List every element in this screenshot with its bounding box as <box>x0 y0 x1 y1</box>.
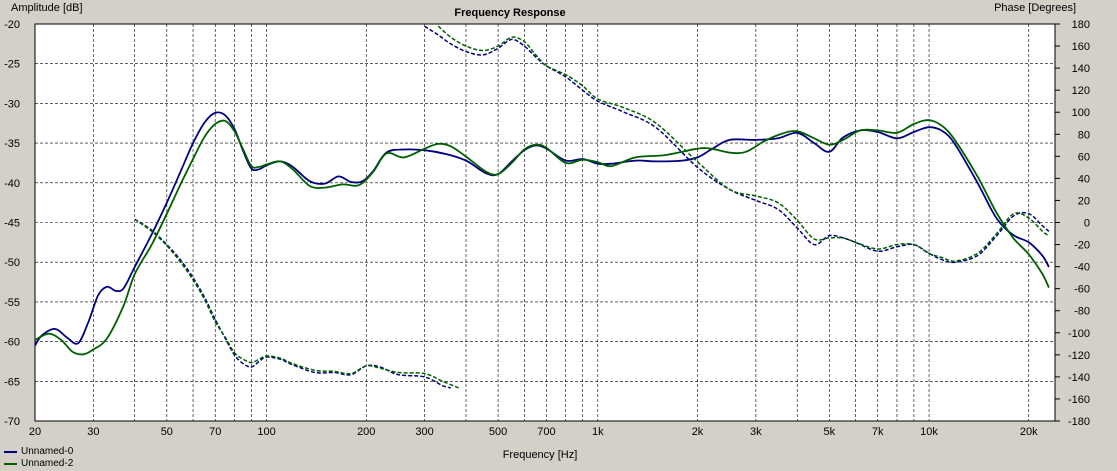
y-right-tick-label: 60 <box>1078 151 1090 163</box>
y-right-tick-label: 100 <box>1072 107 1090 119</box>
y-left-tick-label: -65 <box>4 376 20 388</box>
y-right-tick-label: -60 <box>1074 284 1090 296</box>
y-right-tick-label: -160 <box>1068 394 1090 406</box>
y-right-tick-label: 160 <box>1072 41 1090 53</box>
y-left-tick-label: -35 <box>4 138 20 150</box>
x-tick-label: 5k <box>824 426 836 438</box>
y-right-tick-label: -20 <box>1074 240 1090 252</box>
legend: Unnamed-0 Unnamed-2 <box>4 446 73 470</box>
y-left-tick-label: -30 <box>4 98 20 110</box>
x-tick-label: 70 <box>209 426 221 438</box>
chart-title: Frequency Response <box>454 7 565 19</box>
y-right-tick-label: 0 <box>1084 218 1090 230</box>
y-left-tick-label: -50 <box>4 257 20 269</box>
y-left-tick-label: -45 <box>4 218 20 230</box>
y-right-tick-label: -100 <box>1068 328 1090 340</box>
y-right-tick-label: -40 <box>1074 262 1090 274</box>
y-left-axis-title: Amplitude [dB] <box>11 2 83 14</box>
x-tick-label: 700 <box>537 426 555 438</box>
y-left-tick-label: -55 <box>4 297 20 309</box>
legend-item-unnamed-2: Unnamed-2 <box>4 458 73 470</box>
phase-line-high-unnamed-0 <box>424 25 1050 264</box>
y-left-tick-label: -40 <box>4 178 20 190</box>
phase-line-low-unnamed-0 <box>134 218 452 389</box>
legend-item-unnamed-0: Unnamed-0 <box>4 446 73 458</box>
y-right-tick-label: 120 <box>1072 85 1090 97</box>
y-left-tick-label: -60 <box>4 337 20 349</box>
y-right-tick-label: 180 <box>1072 19 1090 31</box>
y-left-tick-label: -70 <box>4 416 20 428</box>
x-tick-label: 300 <box>415 426 433 438</box>
grid <box>35 24 1055 421</box>
y-right-tick-label: 140 <box>1072 63 1090 75</box>
x-tick-label: 3k <box>750 426 762 438</box>
tick-labels: 20 30 50 70 100 200 300 500 700 1k 2k 3k 5k 7k 10k 20k-… <box>4 19 1090 438</box>
y-left-tick-label: -20 <box>4 19 20 31</box>
x-tick-label: 200 <box>357 426 375 438</box>
y-right-tick-label: -140 <box>1068 372 1090 384</box>
amplitude-line-unnamed-2 <box>34 119 1050 356</box>
x-tick-label: 20 <box>29 426 41 438</box>
x-tick-label: 20k <box>1020 426 1038 438</box>
legend-swatch-unnamed-2 <box>4 463 17 465</box>
legend-label-unnamed-0: Unnamed-0 <box>21 446 74 457</box>
y-left-tick-label: -25 <box>4 59 20 71</box>
x-tick-label: 2k <box>692 426 704 438</box>
x-tick-label: 100 <box>257 426 275 438</box>
y-right-tick-label: -120 <box>1068 350 1090 362</box>
y-right-tick-label: 80 <box>1078 129 1090 141</box>
y-right-axis-title: Phase [Degrees] <box>994 2 1076 14</box>
legend-swatch-unnamed-0 <box>4 451 17 453</box>
y-right-tick-label: 40 <box>1078 173 1090 185</box>
y-right-tick-label: -180 <box>1068 416 1090 428</box>
phase-line-low-unnamed-2 <box>134 218 459 389</box>
x-tick-label: 500 <box>489 426 507 438</box>
x-tick-label: 10k <box>920 426 938 438</box>
series-layer <box>34 25 1050 389</box>
y-right-tick-label: -80 <box>1074 306 1090 318</box>
legend-label-unnamed-2: Unnamed-2 <box>21 458 74 469</box>
x-tick-label: 50 <box>161 426 173 438</box>
y-right-tick-label: 20 <box>1078 195 1090 207</box>
x-axis-title: Frequency [Hz] <box>503 449 578 461</box>
phase-line-high-unnamed-2 <box>437 25 1050 262</box>
x-tick-label: 30 <box>87 426 99 438</box>
x-tick-label: 7k <box>872 426 884 438</box>
x-tick-label: 1k <box>592 426 604 438</box>
series-unnamed-2 <box>34 25 1050 389</box>
